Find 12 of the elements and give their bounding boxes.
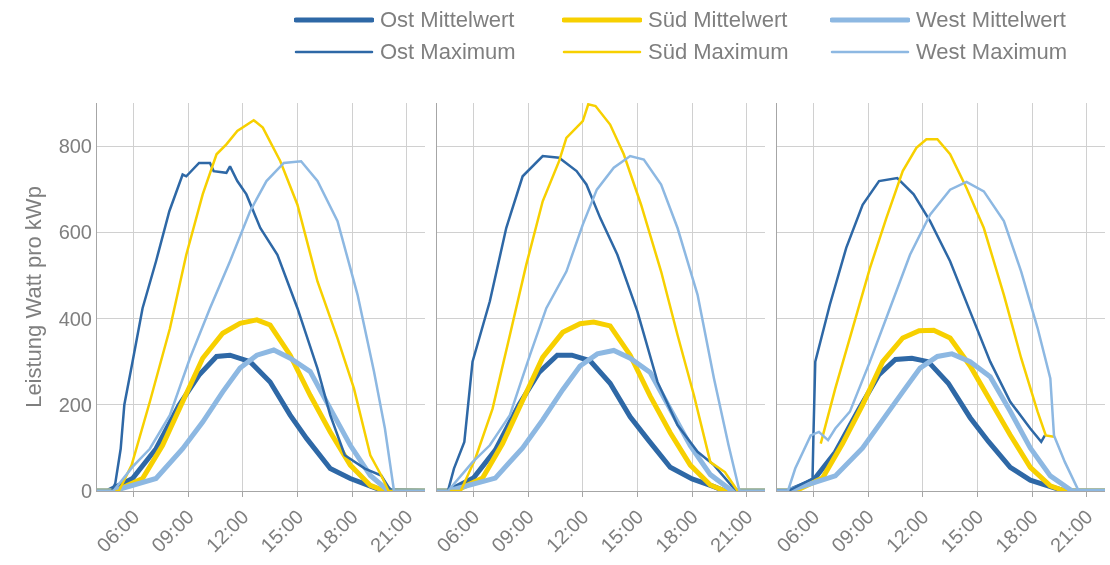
y-axis-title: Leistung Watt pro kWp <box>21 186 47 408</box>
legend-label: Ost Mittelwert <box>380 7 515 33</box>
legend-label: Ost Maximum <box>380 39 516 65</box>
y-tick-label: 400 <box>58 307 92 330</box>
legend-label: Süd Maximum <box>648 39 789 65</box>
y-tick-label: 800 <box>58 135 92 158</box>
legend-label: Süd Mittelwert <box>648 7 788 33</box>
legend-label: West Maximum <box>916 39 1068 65</box>
y-tick-label: 200 <box>58 393 92 416</box>
y-tick-label: 0 <box>80 480 92 502</box>
legend-label: West Mittelwert <box>916 7 1066 33</box>
y-tick-label: 600 <box>58 221 92 244</box>
